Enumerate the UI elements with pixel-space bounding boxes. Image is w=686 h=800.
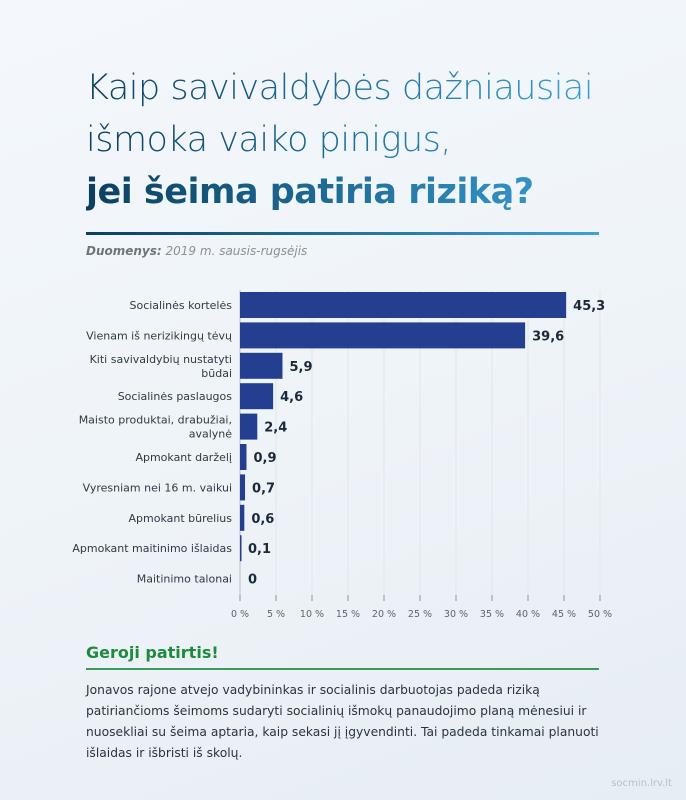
source-value: 2019 m. sausis-rugsėjis xyxy=(165,244,308,258)
category-label: Vyresniam nei 16 m. vaikui xyxy=(83,481,232,494)
x-tick-label: 35 % xyxy=(480,609,504,620)
value-label: 0,9 xyxy=(253,451,276,466)
category-label: būdai xyxy=(201,367,232,380)
bar xyxy=(240,444,247,470)
good-practice-heading: Geroji patirtis! xyxy=(86,643,219,662)
source-label: Duomenys: xyxy=(86,244,162,258)
x-tick-label: 15 % xyxy=(336,609,360,620)
category-label: Maitinimo talonai xyxy=(137,573,232,586)
bar xyxy=(240,352,283,379)
bar xyxy=(240,474,246,501)
good-practice-text: Jonavos rajone atvejo vadybininkas ir so… xyxy=(86,683,599,760)
bar xyxy=(240,383,274,410)
value-label: 0 xyxy=(248,573,257,588)
value-label: 0,7 xyxy=(252,481,275,496)
category-label: Kiti savivaldybių nustatyti xyxy=(90,353,232,366)
bar xyxy=(240,413,258,440)
x-tick-label: 5 % xyxy=(267,609,285,620)
value-label: 39,6 xyxy=(532,329,564,344)
x-tick-label: 20 % xyxy=(372,609,396,620)
value-label: 0,1 xyxy=(248,542,271,557)
data-source: Duomenys: 2019 m. sausis-rugsėjis xyxy=(86,244,307,258)
x-tick-label: 50 % xyxy=(588,609,612,620)
bar xyxy=(240,535,242,562)
bar-chart: 0 % 5 % 10 % 15 % 20 % 25 % 30 % 35 % 40 % 45 % 50… xyxy=(72,290,612,620)
category-label: Apmokant darželį xyxy=(135,451,232,464)
title-line-2: išmoka vaiko pinigus, xyxy=(86,120,452,160)
footer-link[interactable]: socmin.lrv.lt xyxy=(611,778,672,789)
bar xyxy=(240,292,567,318)
value-label: 5,9 xyxy=(289,360,312,375)
bar xyxy=(240,322,526,349)
category-label: Maisto produktai, drabužiai, xyxy=(79,414,232,427)
title-line-3: jei šeima patiria riziką? xyxy=(86,172,534,212)
x-tick-label: 25 % xyxy=(408,609,432,620)
x-tick-label: 45 % xyxy=(552,609,576,620)
x-tick-label: 10 % xyxy=(300,609,324,620)
bar xyxy=(240,504,245,531)
value-label: 45,3 xyxy=(573,299,605,314)
value-label: 4,6 xyxy=(280,390,303,405)
page-title: Kaip savivaldybės dažniausiai išmoka vai… xyxy=(86,62,616,218)
category-label: Socialinės paslaugos xyxy=(118,390,233,403)
category-label: avalynė xyxy=(189,428,233,441)
category-label: Vienam iš nerizikingų tėvų xyxy=(86,329,232,342)
title-divider xyxy=(86,232,599,235)
value-label: 2,4 xyxy=(264,421,287,436)
value-label: 0,6 xyxy=(251,512,274,527)
x-tick-label: 30 % xyxy=(444,609,468,620)
category-label: Apmokant maitinimo išlaidas xyxy=(72,542,232,555)
good-practice-divider xyxy=(86,668,599,670)
x-tick-label: 40 % xyxy=(516,609,540,620)
category-label: Socialinės kortelės xyxy=(129,299,232,312)
title-line-1: Kaip savivaldybės dažniausiai xyxy=(86,68,594,108)
x-tick-label: 0 % xyxy=(231,609,249,620)
category-label: Apmokant būrelius xyxy=(129,512,233,525)
